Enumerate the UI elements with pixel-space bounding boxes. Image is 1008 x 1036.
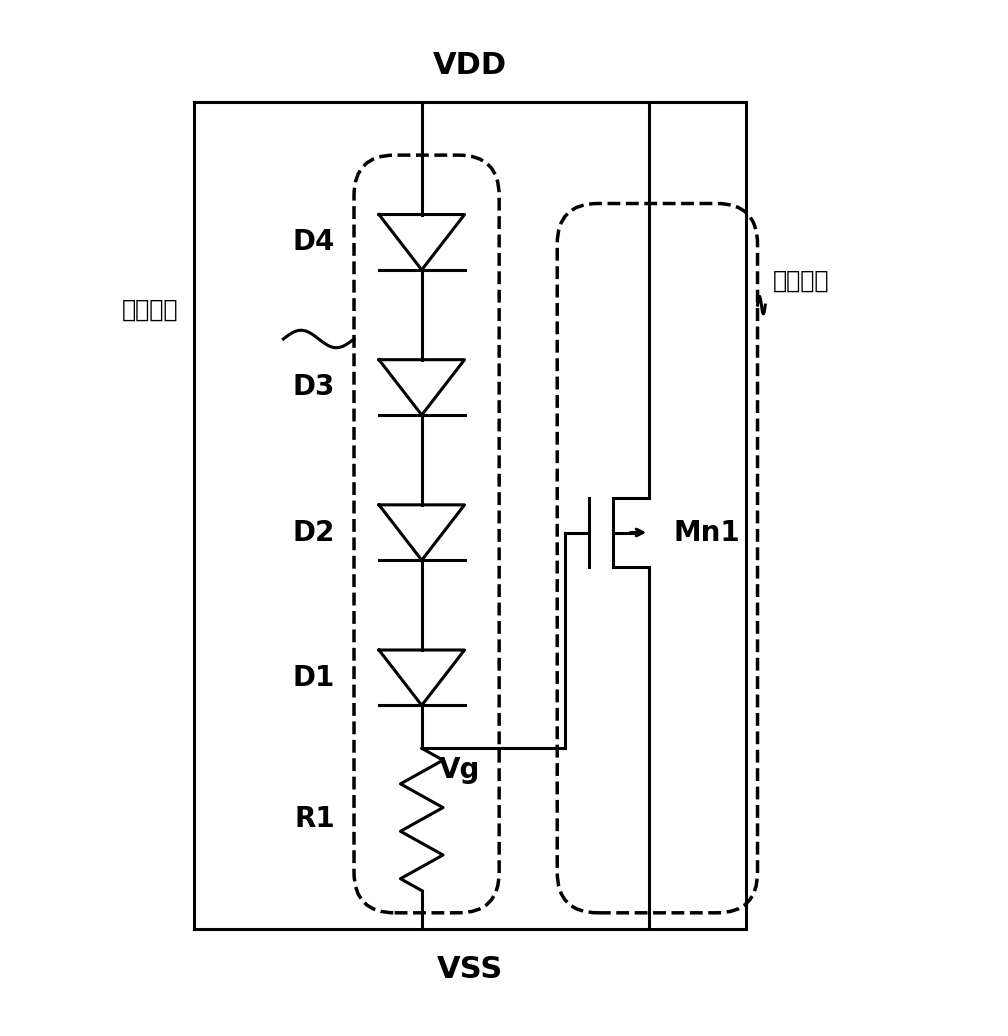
Text: D2: D2: [292, 518, 335, 547]
Text: 触发电路: 触发电路: [122, 298, 178, 322]
Text: VDD: VDD: [433, 51, 507, 80]
Text: VSS: VSS: [437, 955, 503, 984]
Text: D3: D3: [292, 373, 335, 401]
Text: 算位器件: 算位器件: [773, 269, 830, 293]
Text: Vg: Vg: [439, 756, 481, 784]
Text: Mn1: Mn1: [673, 518, 740, 547]
Text: R1: R1: [294, 805, 335, 833]
Text: D1: D1: [292, 664, 335, 692]
Text: D4: D4: [292, 228, 335, 256]
